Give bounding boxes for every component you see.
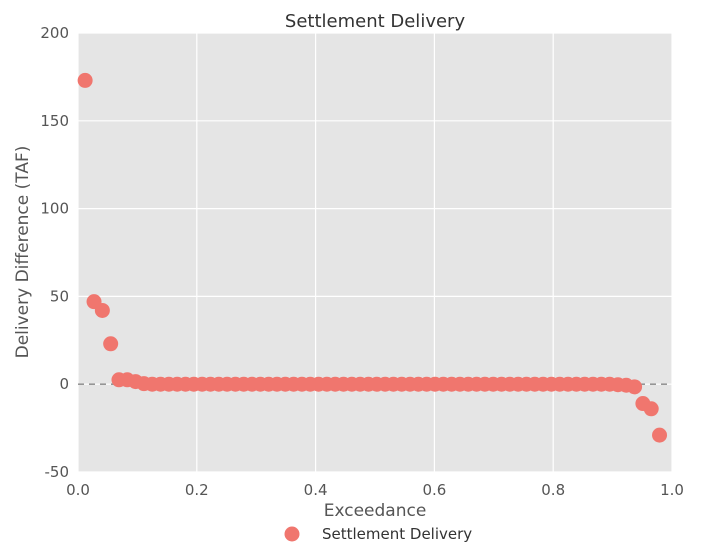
data-point [103, 336, 119, 352]
x-tick-label: 0.2 [185, 481, 209, 499]
legend: Settlement Delivery [284, 525, 472, 543]
y-tick-label: 50 [50, 287, 69, 305]
x-tick-label: 0.0 [66, 481, 90, 499]
legend-label: Settlement Delivery [322, 525, 472, 543]
data-point [643, 401, 659, 417]
data-points [77, 72, 668, 443]
chart-title: Settlement Delivery [285, 11, 466, 32]
data-point [94, 302, 110, 318]
y-tick-label: 0 [59, 375, 69, 393]
x-axis-title: Exceedance [324, 501, 427, 521]
y-tick-label: -50 [45, 463, 70, 481]
x-tick-label: 0.8 [541, 481, 565, 499]
x-tick-label: 0.4 [304, 481, 328, 499]
data-point [652, 427, 668, 443]
y-axis-title: Delivery Difference (TAF) [13, 146, 33, 359]
data-point [627, 379, 643, 395]
x-tick-label: 1.0 [660, 481, 684, 499]
tick-labels: 0.0 0.2 0.4 0.6 0.8 1.0 -50 0 50 100 150 200 [40, 24, 684, 499]
y-tick-label: 200 [40, 24, 69, 42]
y-tick-label: 100 [40, 200, 69, 218]
y-tick-label: 150 [40, 112, 69, 130]
data-point [77, 72, 93, 88]
legend-marker [284, 526, 300, 542]
x-tick-label: 0.6 [422, 481, 446, 499]
plot-area [78, 33, 672, 472]
